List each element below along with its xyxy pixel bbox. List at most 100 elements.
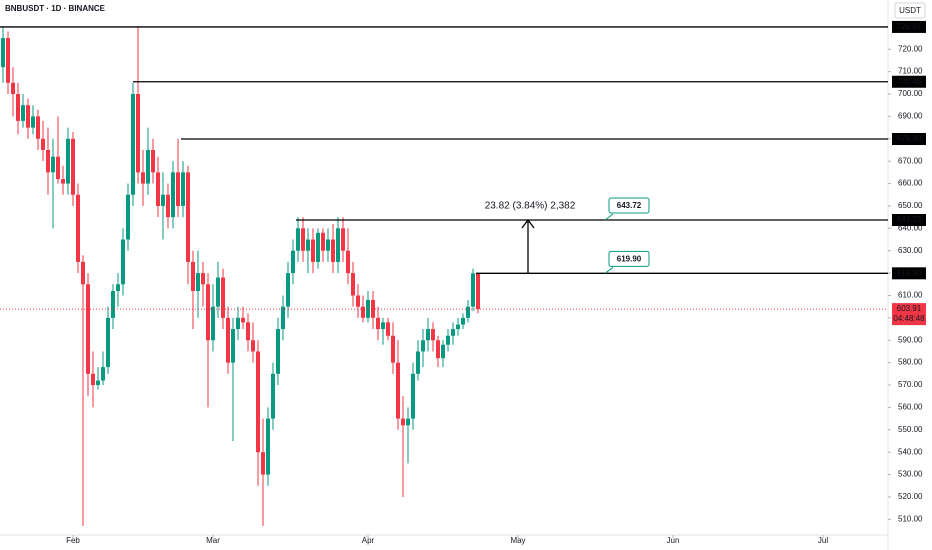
candle-body bbox=[401, 418, 405, 426]
y-tick-label: 720.00 bbox=[898, 44, 923, 53]
candle-body bbox=[226, 317, 230, 363]
x-tick-label: May bbox=[510, 536, 525, 545]
level-label-box bbox=[892, 267, 926, 280]
candle-body bbox=[436, 340, 440, 359]
y-tick-label: 610.00 bbox=[898, 291, 923, 300]
candle-body bbox=[116, 284, 120, 292]
candle-body bbox=[91, 373, 95, 386]
candle-body bbox=[446, 335, 450, 345]
candle-body bbox=[36, 116, 40, 139]
callout-label: 643.72 bbox=[617, 201, 642, 210]
candle-body bbox=[246, 322, 250, 341]
candle-body bbox=[386, 322, 390, 336]
candle-body bbox=[211, 306, 215, 341]
y-tick-label: 700.00 bbox=[898, 89, 923, 98]
candle-body bbox=[26, 105, 30, 128]
x-tick-label: Mar bbox=[206, 536, 220, 545]
candle-body bbox=[121, 239, 125, 285]
candle-body bbox=[466, 306, 470, 318]
candle-body bbox=[391, 335, 395, 363]
candle-body bbox=[356, 295, 360, 307]
currency-box[interactable] bbox=[894, 2, 926, 19]
candle-body bbox=[321, 232, 325, 251]
candle-body bbox=[281, 306, 285, 330]
y-tick-label: 650.00 bbox=[898, 201, 923, 210]
candle-body bbox=[151, 149, 155, 173]
candle-body bbox=[41, 138, 45, 150]
candle-body bbox=[11, 82, 15, 95]
level-label: 619.90 bbox=[897, 268, 922, 277]
measure-arrow-head bbox=[521, 218, 535, 229]
candle-body bbox=[341, 228, 345, 251]
candle-body bbox=[46, 149, 50, 173]
y-tick-label: 550.00 bbox=[898, 425, 923, 434]
candle-body bbox=[456, 324, 460, 330]
candle-body bbox=[51, 156, 55, 173]
candle-body bbox=[266, 418, 270, 475]
callout-pointer bbox=[604, 266, 614, 274]
candle-body bbox=[16, 94, 20, 121]
candle-body bbox=[21, 105, 25, 121]
candle-body bbox=[31, 116, 35, 128]
candle-body bbox=[101, 367, 105, 381]
callout-label: 619.90 bbox=[617, 254, 642, 263]
level-label-box bbox=[892, 20, 926, 33]
candle-body bbox=[111, 291, 115, 318]
candle-body bbox=[161, 194, 165, 206]
candle-body bbox=[311, 239, 315, 262]
candle-body bbox=[176, 172, 180, 206]
candle-body bbox=[431, 329, 435, 341]
level-label: 643.72 bbox=[897, 215, 922, 224]
candle-body bbox=[396, 362, 400, 419]
callout-box bbox=[608, 250, 650, 267]
candle-body bbox=[61, 179, 65, 184]
candle-body bbox=[186, 172, 190, 262]
candle-body bbox=[86, 284, 90, 374]
callout-pointer bbox=[604, 213, 614, 221]
callout-box bbox=[608, 197, 650, 214]
y-tick-label: 540.00 bbox=[898, 447, 923, 456]
level-label: 679.90 bbox=[897, 134, 922, 143]
y-tick-label: 660.00 bbox=[898, 179, 923, 188]
y-tick-label: 520.00 bbox=[898, 492, 923, 501]
candle-body bbox=[476, 273, 480, 310]
candle-body bbox=[1, 38, 5, 68]
candle-body bbox=[166, 194, 170, 218]
chart-title: BNBUSDT · 1D · BINANCE bbox=[5, 4, 106, 13]
candle-body bbox=[416, 351, 420, 374]
y-tick-label: 560.00 bbox=[898, 403, 923, 412]
measure-label: 23.82 (3.84%) 2,382 bbox=[485, 201, 576, 212]
candle-body bbox=[261, 452, 265, 475]
candle-body bbox=[221, 277, 225, 318]
candle-body bbox=[471, 273, 475, 307]
y-tick-label: 530.00 bbox=[898, 470, 923, 479]
y-tick-label: 630.00 bbox=[898, 246, 923, 255]
candle-body bbox=[216, 277, 220, 307]
candle-body bbox=[366, 299, 370, 318]
candle-body bbox=[181, 172, 185, 206]
candle-body bbox=[421, 340, 425, 352]
candle-body bbox=[271, 373, 275, 419]
y-tick-label: 510.00 bbox=[898, 514, 923, 523]
candle-body bbox=[6, 38, 10, 83]
currency[interactable]: USDT bbox=[899, 6, 921, 15]
candle-body bbox=[141, 172, 145, 184]
current-price-box bbox=[892, 303, 926, 326]
candle-body bbox=[76, 194, 80, 262]
candle-body bbox=[336, 228, 340, 262]
level-label: 729.97 bbox=[897, 22, 922, 31]
x-tick-label: Jun bbox=[667, 536, 680, 545]
x-tick-label: Jul bbox=[818, 536, 828, 545]
candle-body bbox=[251, 340, 255, 352]
candle-body bbox=[406, 418, 410, 426]
candle-body bbox=[136, 94, 140, 173]
candle-body bbox=[296, 228, 300, 251]
y-tick-label: 690.00 bbox=[898, 112, 923, 121]
candle-body bbox=[256, 351, 260, 453]
level-label-box bbox=[892, 133, 926, 146]
candle-body bbox=[236, 317, 240, 330]
y-tick-label: 590.00 bbox=[898, 335, 923, 344]
candle-body bbox=[156, 172, 160, 206]
